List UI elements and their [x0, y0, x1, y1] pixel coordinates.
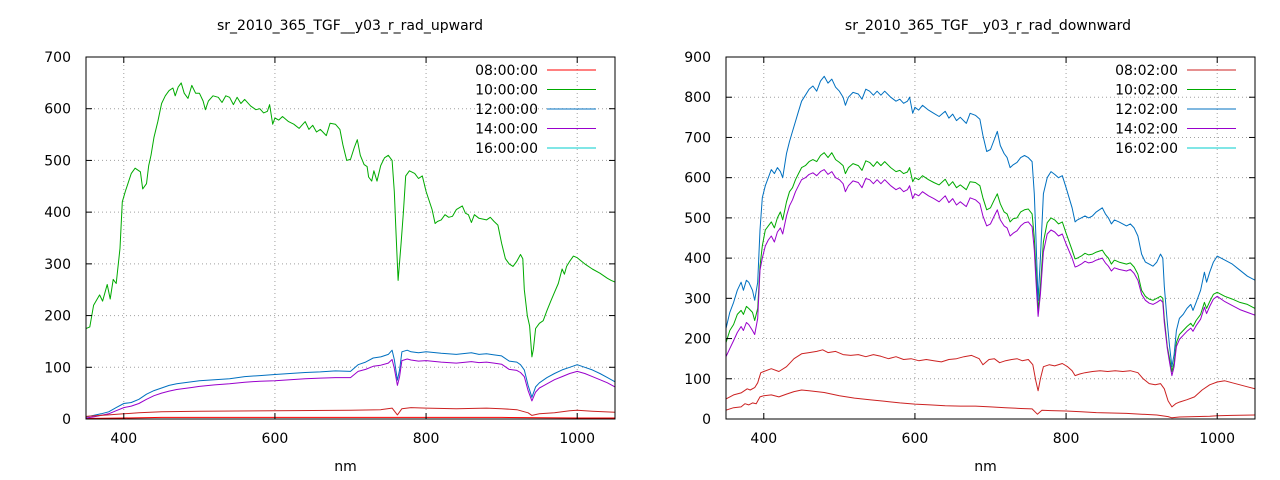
y-tick-label: 0 [62, 412, 71, 428]
series-line-100000 [86, 82, 615, 358]
y-tick-label: 700 [684, 130, 711, 146]
series-line-120200 [726, 75, 1255, 368]
y-tick-label: 100 [44, 360, 71, 376]
y-tick-label: 600 [44, 102, 71, 118]
legend-label: 12:02:00 [1115, 102, 1178, 118]
legend-label: 08:02:00 [1115, 63, 1178, 79]
y-tick-label: 400 [44, 205, 71, 221]
x-tick-label: 800 [1053, 431, 1080, 447]
series-group [86, 82, 615, 419]
legend-label: 10:00:00 [475, 83, 538, 99]
x-tick-label: 400 [110, 431, 137, 447]
legend-label: 14:00:00 [475, 122, 538, 138]
y-tick-label: 200 [44, 309, 71, 325]
y-tick-label: 500 [684, 211, 711, 227]
y-tick-label: 200 [684, 332, 711, 348]
series-group [726, 75, 1255, 419]
x-tick-label: 600 [902, 431, 929, 447]
y-tick-label: 400 [684, 251, 711, 267]
series-line-080200 [726, 389, 1255, 419]
chart-panel-downward: 400 600 800 1000 0 100 200 300 400 500 600 700 800 90… [684, 18, 1256, 475]
x-tick-label: 1000 [1199, 431, 1235, 447]
x-tick-label: 400 [750, 431, 777, 447]
legend-label: 14:02:00 [1115, 122, 1178, 138]
legend-label: 08:00:00 [475, 63, 538, 79]
legend-label: 16:02:00 [1115, 141, 1178, 157]
series-line-140000 [86, 358, 615, 419]
y-tick-label: 300 [44, 257, 71, 273]
x-tick-label: 1000 [559, 431, 595, 447]
x-tick-label: 600 [262, 431, 289, 447]
y-tick-label: 900 [684, 50, 711, 66]
plot-frame [725, 56, 1256, 420]
x-tick-label: 800 [413, 431, 440, 447]
chart-title: sr_2010_365_TGF__y03_r_rad_upward [217, 18, 483, 34]
legend-label: 10:02:00 [1115, 83, 1178, 99]
y-tick-label: 0 [702, 412, 711, 428]
legend-label: 16:00:00 [475, 141, 538, 157]
y-tick-label: 700 [44, 50, 71, 66]
chart-panel-upward: 400 600 800 1000 0 100 200 300 400 500 600 700 sr_20… [44, 18, 616, 475]
y-tick-label: 300 [684, 291, 711, 307]
series-line-120000 [86, 349, 615, 418]
x-axis-label: nm [334, 459, 357, 475]
series-line-100200 [726, 152, 1255, 372]
series-line-080000 [86, 416, 615, 419]
x-axis-label: nm [974, 459, 997, 475]
series-line-unlabeled-5 [86, 407, 615, 417]
series-line-unlabeled-5 [726, 349, 1255, 408]
legend-label: 12:00:00 [475, 102, 538, 118]
y-tick-label: 500 [44, 153, 71, 169]
series-line-140200 [726, 169, 1255, 377]
chart-title: sr_2010_365_TGF__y03_r_rad_downward [845, 18, 1131, 34]
plot-frame [85, 56, 616, 420]
y-tick-label: 600 [684, 171, 711, 187]
y-tick-label: 800 [684, 90, 711, 106]
y-tick-label: 100 [684, 372, 711, 388]
